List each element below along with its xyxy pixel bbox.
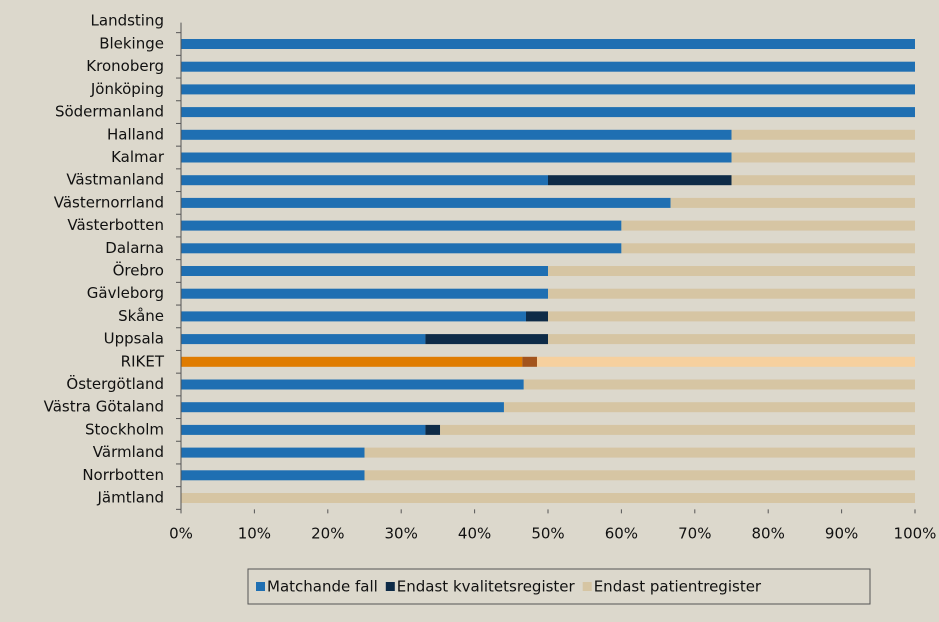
- bar-segment: [181, 447, 365, 458]
- bar-segment: [181, 61, 915, 72]
- y-tick-label: Västerbotten: [67, 216, 164, 234]
- y-tick-label: Värmland: [93, 443, 164, 461]
- y-tick-label: RIKET: [121, 352, 165, 370]
- bar-segment: [731, 152, 915, 163]
- bar-segment: [181, 175, 548, 186]
- bar-segment: [548, 334, 915, 345]
- bar-segment: [181, 356, 523, 367]
- x-tick-label: 0%: [169, 525, 193, 543]
- bar-segment: [523, 379, 915, 390]
- x-tick-label: 50%: [531, 525, 564, 543]
- bar-segment: [181, 129, 732, 140]
- bar-segment: [181, 39, 915, 49]
- bar-segment: [621, 243, 915, 254]
- bar-segment: [731, 129, 915, 140]
- bar-segment: [621, 220, 915, 231]
- x-tick-label: 10%: [238, 525, 271, 543]
- legend-box: [247, 568, 871, 605]
- bar-segment: [181, 197, 671, 208]
- bar-segment: [548, 175, 732, 186]
- bar-segment: [425, 334, 548, 345]
- x-tick-label: 70%: [678, 525, 711, 543]
- bar-segment: [181, 334, 426, 345]
- y-tick-label: Stockholm: [85, 420, 164, 438]
- bar-segment: [503, 402, 915, 413]
- y-tick-label: Södermanland: [55, 103, 164, 121]
- y-tick-label: Västra Götaland: [44, 398, 164, 416]
- x-tick-label: 40%: [458, 525, 491, 543]
- bar-segment: [181, 424, 426, 435]
- legend-label: Matchande fall: [267, 578, 378, 596]
- bar-segment: [525, 311, 548, 322]
- bar-segment: [181, 84, 915, 95]
- y-tick-label: Jämtland: [97, 489, 165, 507]
- bar-segment: [425, 424, 441, 435]
- legend-label: Endast kvalitetsregister: [397, 578, 576, 596]
- legend-label: Endast patientregister: [594, 578, 762, 596]
- y-tick-label: Gävleborg: [87, 284, 164, 302]
- legend-swatch: [256, 582, 265, 591]
- x-tick-label: 100%: [894, 525, 937, 543]
- bar-segment: [731, 175, 915, 186]
- y-tick-label: Norrbotten: [82, 466, 164, 484]
- y-tick-label: Blekinge: [99, 35, 164, 53]
- bar-segment: [522, 356, 537, 367]
- bar-segment: [548, 288, 915, 299]
- bar-segment: [548, 311, 915, 322]
- x-tick-label: 30%: [385, 525, 418, 543]
- y-tick-label: Skåne: [118, 307, 164, 325]
- bar-segment: [181, 107, 915, 118]
- bar-segment: [536, 356, 915, 367]
- x-tick-label: 90%: [825, 525, 858, 543]
- y-tick-label: Västernorrland: [54, 193, 164, 211]
- bar-segment: [670, 197, 915, 208]
- y-tick-label: Västmanland: [66, 171, 164, 189]
- y-tick-label: Uppsala: [104, 330, 164, 348]
- x-tick-label: 20%: [311, 525, 344, 543]
- x-tick-label: 80%: [752, 525, 785, 543]
- bar-segment: [364, 470, 915, 481]
- bar-segment: [181, 470, 365, 481]
- y-tick-label: Halland: [107, 125, 164, 143]
- bar-segment: [548, 266, 915, 276]
- y-tick-label: Jönköping: [90, 80, 164, 98]
- bar-segment: [181, 266, 548, 276]
- bar-segment: [181, 402, 504, 413]
- y-tick-label: Kalmar: [111, 148, 165, 166]
- legend-swatch: [582, 582, 592, 591]
- bar-segment: [181, 288, 548, 299]
- bar-segment: [440, 424, 915, 435]
- bar-segment: [181, 493, 915, 503]
- bar-segment: [364, 447, 915, 458]
- bar-segment: [181, 220, 622, 231]
- y-tick-label: Östergötland: [66, 374, 164, 393]
- y-tick-label: Kronoberg: [86, 57, 164, 75]
- y-tick-label: Örebro: [113, 261, 164, 280]
- bar-segment: [181, 311, 526, 322]
- y-tick-label: Dalarna: [105, 239, 164, 257]
- y-axis-label: Landsting: [91, 12, 164, 30]
- bar-segment: [181, 152, 732, 163]
- bar-segment: [181, 243, 622, 254]
- bar-segment: [181, 379, 524, 390]
- legend-swatch: [385, 582, 395, 591]
- x-tick-label: 60%: [605, 525, 638, 543]
